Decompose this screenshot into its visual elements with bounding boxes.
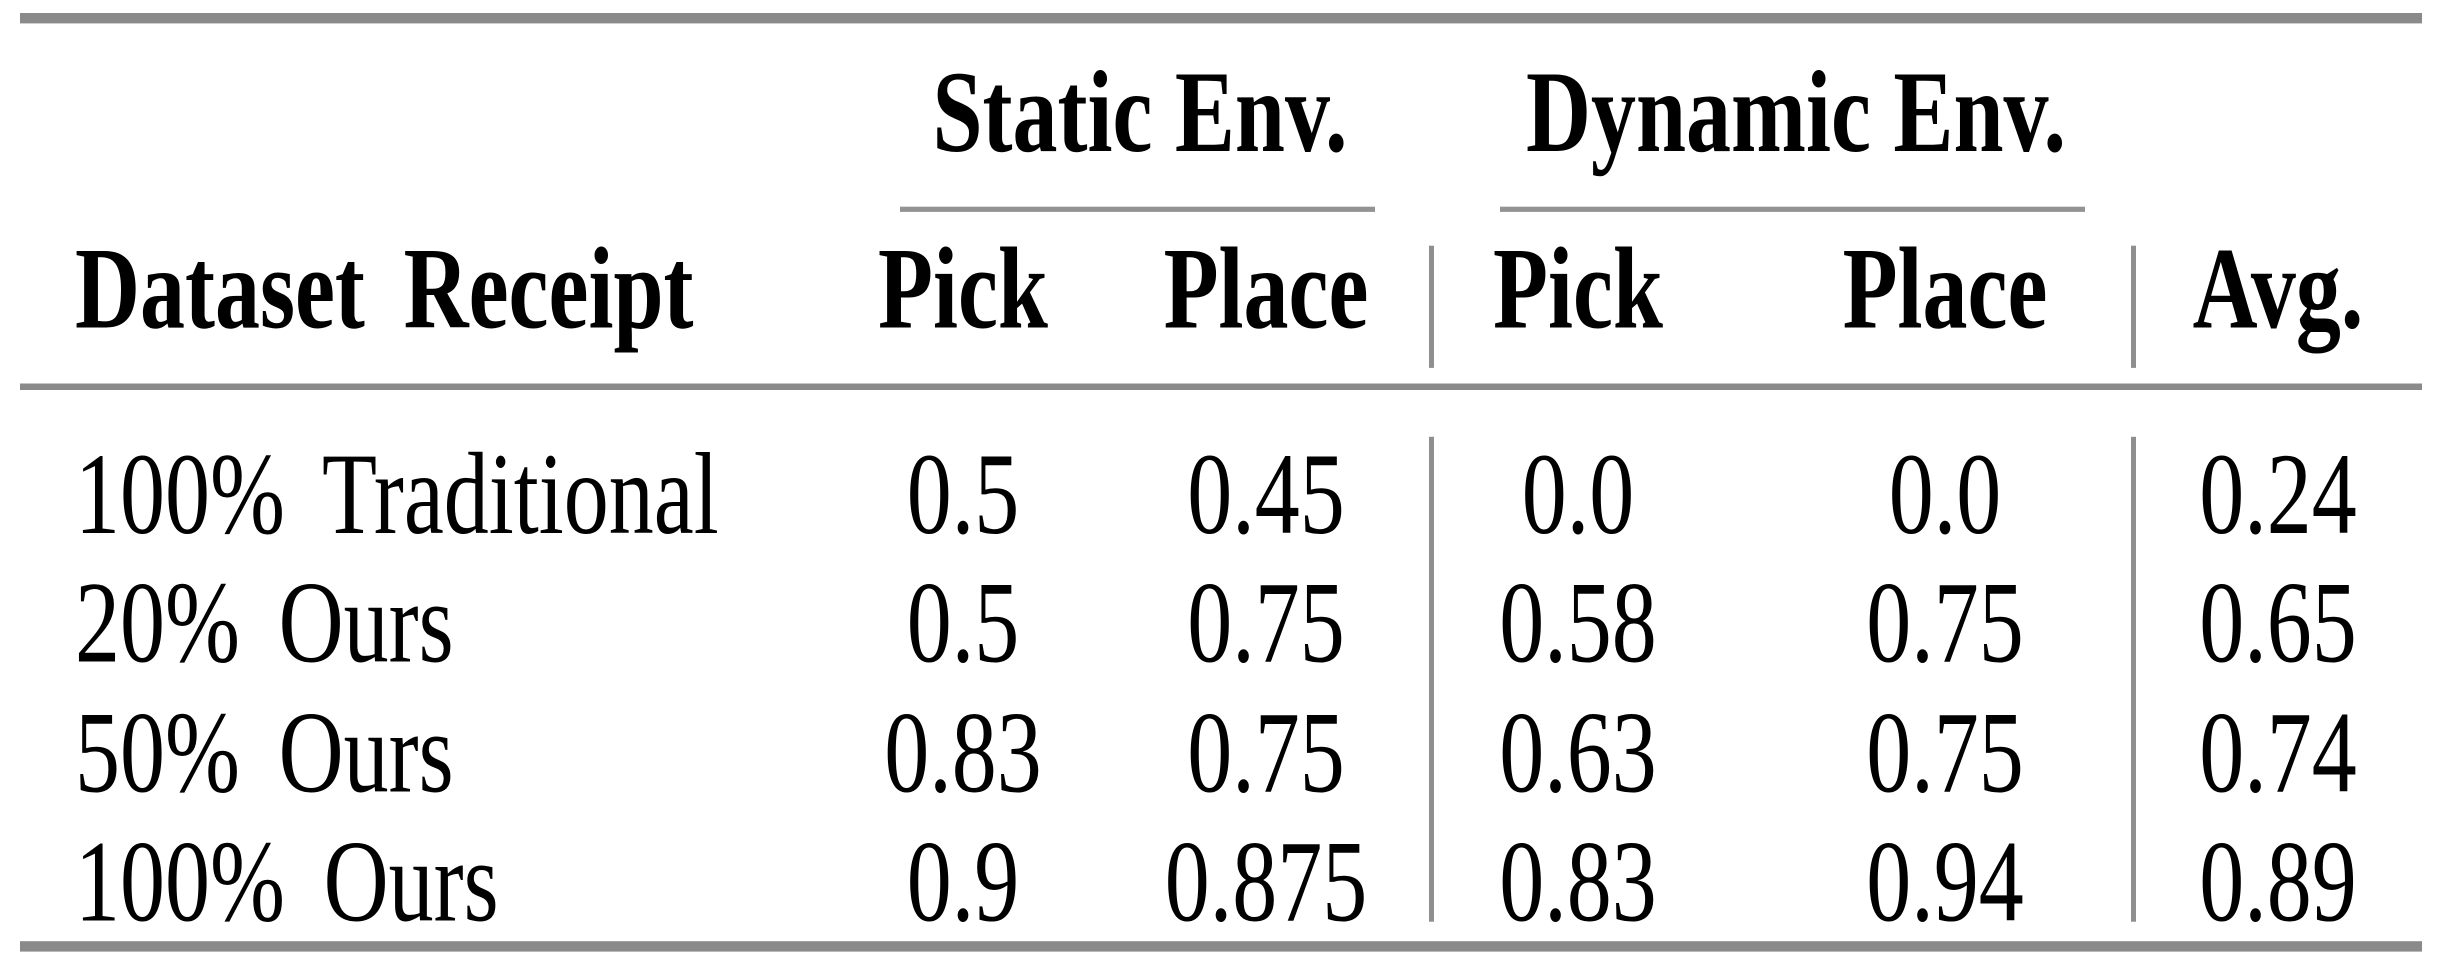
cell-dynamic-pick: 0.58: [1499, 559, 1657, 688]
row-label: 100% Traditional: [75, 430, 719, 559]
cell-avg: 0.89: [2199, 817, 2357, 947]
cell-dynamic-place: 0.75: [1866, 689, 2024, 818]
divider-dynamic-avg-body: [2131, 436, 2136, 922]
cell-avg: 0.65: [2199, 559, 2357, 688]
column-header-avg: Avg.: [2192, 224, 2364, 354]
column-header-static-pick: Pick: [878, 224, 1048, 354]
cell-avg: 0.24: [2199, 430, 2357, 559]
divider-static-dynamic-body: [1429, 436, 1434, 922]
cell-static-pick: 0.9: [906, 817, 1020, 947]
table-bottom-rule: [20, 941, 2422, 951]
divider-dynamic-avg-header: [2131, 245, 2136, 368]
column-header-dataset-receipt: Dataset Receipt: [75, 224, 694, 354]
table-header-rule: [20, 383, 2422, 390]
cell-avg: 0.74: [2199, 689, 2357, 818]
cell-dynamic-place: 0.94: [1866, 817, 2024, 947]
column-header-dynamic-pick: Pick: [1493, 224, 1663, 354]
cell-static-place: 0.875: [1164, 817, 1368, 947]
dynamic-env-cmidrule: [1500, 206, 2085, 212]
row-label: 50% Ours: [75, 689, 454, 818]
group-header-static-env: Static Env.: [932, 48, 1348, 177]
column-header-static-place: Place: [1163, 224, 1369, 354]
table-top-rule: [20, 13, 2422, 24]
cell-dynamic-place: 0.0: [1888, 430, 2002, 559]
column-header-dynamic-place: Place: [1842, 224, 2048, 354]
cell-static-place: 0.75: [1187, 559, 1345, 688]
cell-static-place: 0.75: [1187, 689, 1345, 818]
row-label: 20% Ours: [75, 559, 454, 688]
divider-static-dynamic-header: [1429, 245, 1434, 368]
cell-static-pick: 0.83: [884, 689, 1042, 818]
cell-dynamic-pick: 0.63: [1499, 689, 1657, 818]
cell-static-pick: 0.5: [906, 430, 1020, 559]
cell-static-place: 0.45: [1187, 430, 1345, 559]
cell-dynamic-place: 0.75: [1866, 559, 2024, 688]
cell-dynamic-pick: 0.0: [1521, 430, 1635, 559]
cell-dynamic-pick: 0.83: [1499, 817, 1657, 947]
row-label: 100% Ours: [75, 817, 499, 947]
group-header-dynamic-env: Dynamic Env.: [1525, 48, 2067, 177]
static-env-cmidrule: [900, 206, 1375, 212]
cell-static-pick: 0.5: [906, 559, 1020, 688]
